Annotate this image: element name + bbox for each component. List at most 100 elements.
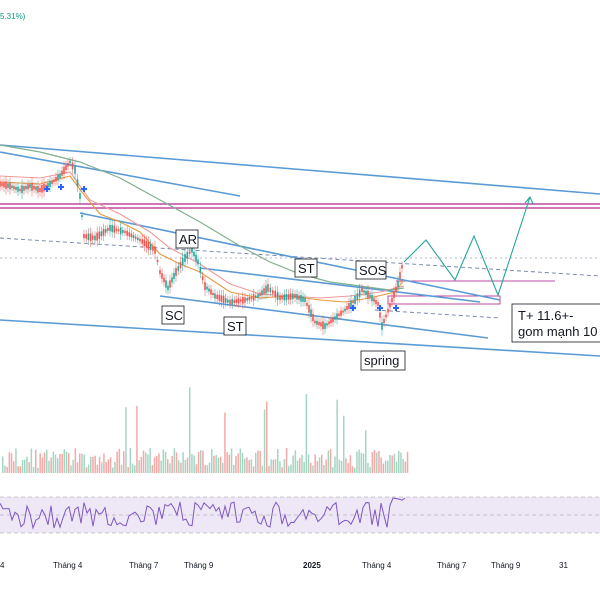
median-dashed-line <box>0 237 600 277</box>
candle-body <box>287 294 290 300</box>
label-sos: SOS <box>355 260 387 280</box>
volume-bar <box>255 452 257 473</box>
candle-body <box>79 193 81 199</box>
candle-body <box>242 297 244 304</box>
volume-bar <box>208 462 211 473</box>
candle-body <box>17 186 19 192</box>
volume-bar <box>303 461 305 473</box>
x-tick-label: Tháng 7 <box>129 561 159 570</box>
candle-body <box>334 316 336 320</box>
annotation-line-2: gom mạnh 10 <box>518 324 598 339</box>
candle-body <box>65 165 67 170</box>
volume-bar <box>211 448 213 473</box>
volume-bar <box>248 460 250 473</box>
candle-body <box>389 303 391 308</box>
volume-bar <box>162 449 165 473</box>
volume-bar <box>382 463 385 473</box>
volume-bar <box>376 452 378 473</box>
x-tick-label: 2025 <box>303 561 321 570</box>
candle-body <box>304 297 306 303</box>
volume-bar <box>321 454 323 473</box>
volume-bar <box>206 465 209 473</box>
candle-body <box>5 181 7 189</box>
volume-bar <box>224 412 226 473</box>
candle-body <box>67 163 69 167</box>
volume-bar <box>193 455 195 473</box>
volume-bar <box>402 458 404 473</box>
candle-body <box>393 291 395 299</box>
volume-bar <box>398 450 400 473</box>
volume-bar <box>380 457 382 473</box>
candle-body <box>19 188 21 192</box>
volume-bar <box>222 462 224 473</box>
volume-bar <box>349 455 352 473</box>
candle-body <box>49 181 51 187</box>
candle-body <box>216 294 218 300</box>
signal-cross-icon <box>350 305 356 311</box>
volume-bar <box>226 452 228 473</box>
volume-bar <box>107 459 110 473</box>
volume-bar <box>384 460 387 473</box>
candle-body <box>1 182 3 187</box>
candle-body <box>98 231 101 239</box>
candle-body <box>154 246 156 254</box>
volume-bar <box>59 453 61 473</box>
candle-body <box>296 294 298 300</box>
volume-bar <box>356 451 358 473</box>
signal-cross-icon <box>58 184 64 190</box>
candle-body <box>7 183 9 188</box>
candle-body <box>312 314 314 322</box>
candle-body <box>181 257 184 266</box>
x-tick-label: Tháng 4 <box>53 561 83 570</box>
rsi-panel <box>0 496 600 534</box>
trendline-4 <box>159 295 489 339</box>
volume-bar <box>101 462 103 473</box>
candle-body <box>336 313 338 320</box>
volume-bar <box>362 453 365 473</box>
candle-body <box>257 294 259 298</box>
volume-bar <box>79 453 81 473</box>
candle-body <box>267 284 269 292</box>
candle-body <box>85 234 87 239</box>
volume-bar <box>138 460 140 473</box>
x-tick-label: Tháng 9 <box>491 561 521 570</box>
candle-body <box>383 318 385 324</box>
candle-body <box>281 296 283 300</box>
volume-bar <box>171 455 173 473</box>
candle-body <box>206 286 208 290</box>
candle-body <box>320 322 322 327</box>
candle-body <box>43 183 45 192</box>
candle-body <box>395 286 397 292</box>
candle-body <box>348 302 350 310</box>
candle-body <box>261 290 263 296</box>
volume-bar <box>259 450 261 473</box>
volume-bar <box>167 459 169 473</box>
candle-body <box>27 184 29 190</box>
candle-body <box>385 314 387 318</box>
candle-body <box>126 230 128 236</box>
volume-bar <box>153 457 156 473</box>
candle-body <box>233 299 236 303</box>
candle-body <box>308 305 310 313</box>
volume-bar <box>98 456 101 473</box>
volume-bar <box>39 453 41 473</box>
candle-body <box>332 317 334 323</box>
volume-bar <box>72 459 74 473</box>
volume-bar <box>336 399 338 473</box>
volume-bar <box>123 451 125 473</box>
volume-bar <box>215 454 217 473</box>
volume-bar <box>24 459 26 473</box>
volume-bar <box>160 460 162 473</box>
x-tick-label: Tháng 4 <box>362 561 392 570</box>
candle-body <box>289 293 292 300</box>
candle-body <box>379 312 381 318</box>
volume-bar <box>371 452 374 473</box>
volume-bar <box>310 462 312 473</box>
svg-text:SOS: SOS <box>359 263 387 278</box>
candle-body <box>89 233 92 242</box>
candle-body <box>102 228 105 236</box>
volume-bar <box>250 459 253 473</box>
volume-bars <box>2 387 409 473</box>
volume-bar <box>323 464 325 473</box>
